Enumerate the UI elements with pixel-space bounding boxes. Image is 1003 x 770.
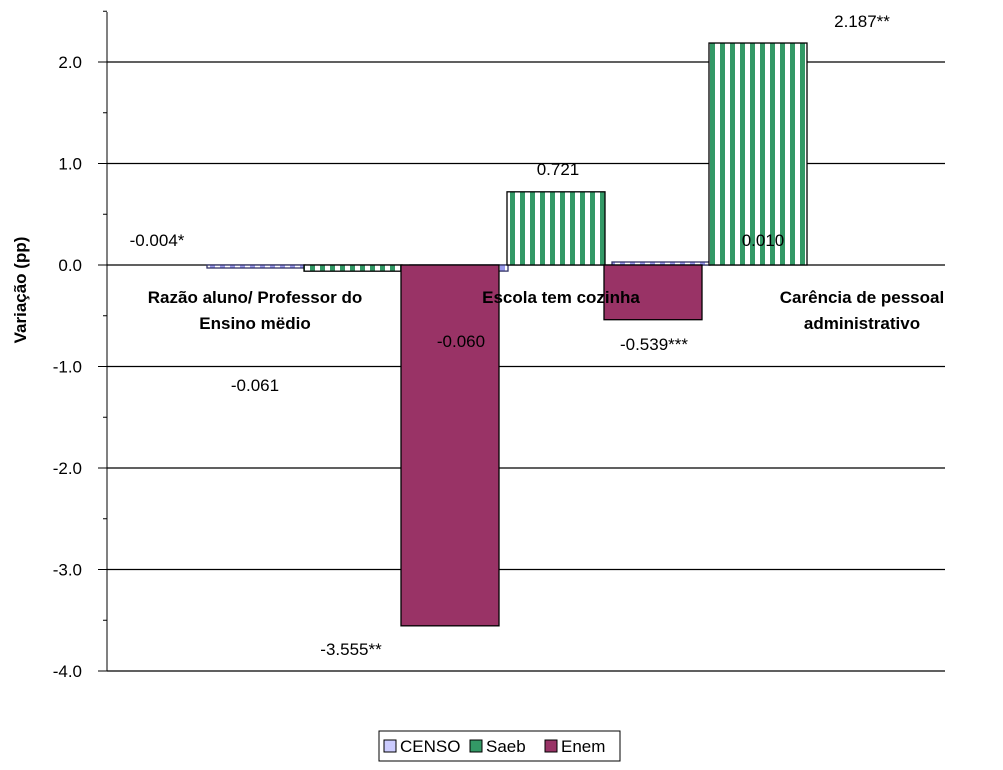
y-tick-label: 0.0: [58, 256, 82, 275]
data-label: -3.555**: [320, 640, 382, 659]
legend-label-saeb: Saeb: [486, 737, 526, 756]
legend-label-censo: CENSO: [400, 737, 460, 756]
y-tick-label: -2.0: [53, 459, 82, 478]
y-tick-label: -1.0: [53, 358, 82, 377]
category-label-line: Carência de pessoal: [780, 288, 944, 307]
data-label: 0.721: [537, 160, 580, 179]
y-tick-label: 1.0: [58, 155, 82, 174]
category-label: Escola tem cozinha: [482, 288, 640, 307]
data-label: -0.539***: [620, 335, 688, 354]
y-tick-label: -3.0: [53, 561, 82, 580]
category-label-line: Escola tem cozinha: [482, 288, 640, 307]
y-tick-label: 2.0: [58, 53, 82, 72]
bar-saeb: [708, 42, 808, 266]
bar-saeb: [303, 264, 403, 272]
data-label: -0.061: [231, 376, 279, 395]
data-label: -0.004*: [130, 231, 185, 250]
category-label-line: Ensino mëdio: [199, 314, 310, 333]
category-label: Carência de pessoal administrativo: [780, 288, 944, 333]
data-label: -0.060: [437, 332, 485, 351]
data-label: 2.187**: [834, 12, 890, 31]
bar-saeb: [506, 191, 606, 266]
category-label: Razão aluno/ Professor do Ensino mëdio: [148, 288, 362, 333]
legend-swatch-saeb: [469, 739, 483, 753]
bar-censo: [206, 264, 306, 269]
y-axis-title: Variação (pp): [11, 237, 30, 344]
data-label: 0.010: [742, 231, 785, 250]
legend-label-enem: Enem: [561, 737, 605, 756]
legend-swatch-enem: [544, 739, 558, 753]
legend-box: [378, 730, 621, 762]
legend-swatch-censo: [383, 739, 397, 753]
category-label-line: Razão aluno/ Professor do: [148, 288, 362, 307]
bar-enem: [400, 264, 500, 627]
y-tick-label: -4.0: [53, 662, 82, 681]
category-label-line: administrativo: [804, 314, 920, 333]
bar-enem: [603, 264, 703, 321]
